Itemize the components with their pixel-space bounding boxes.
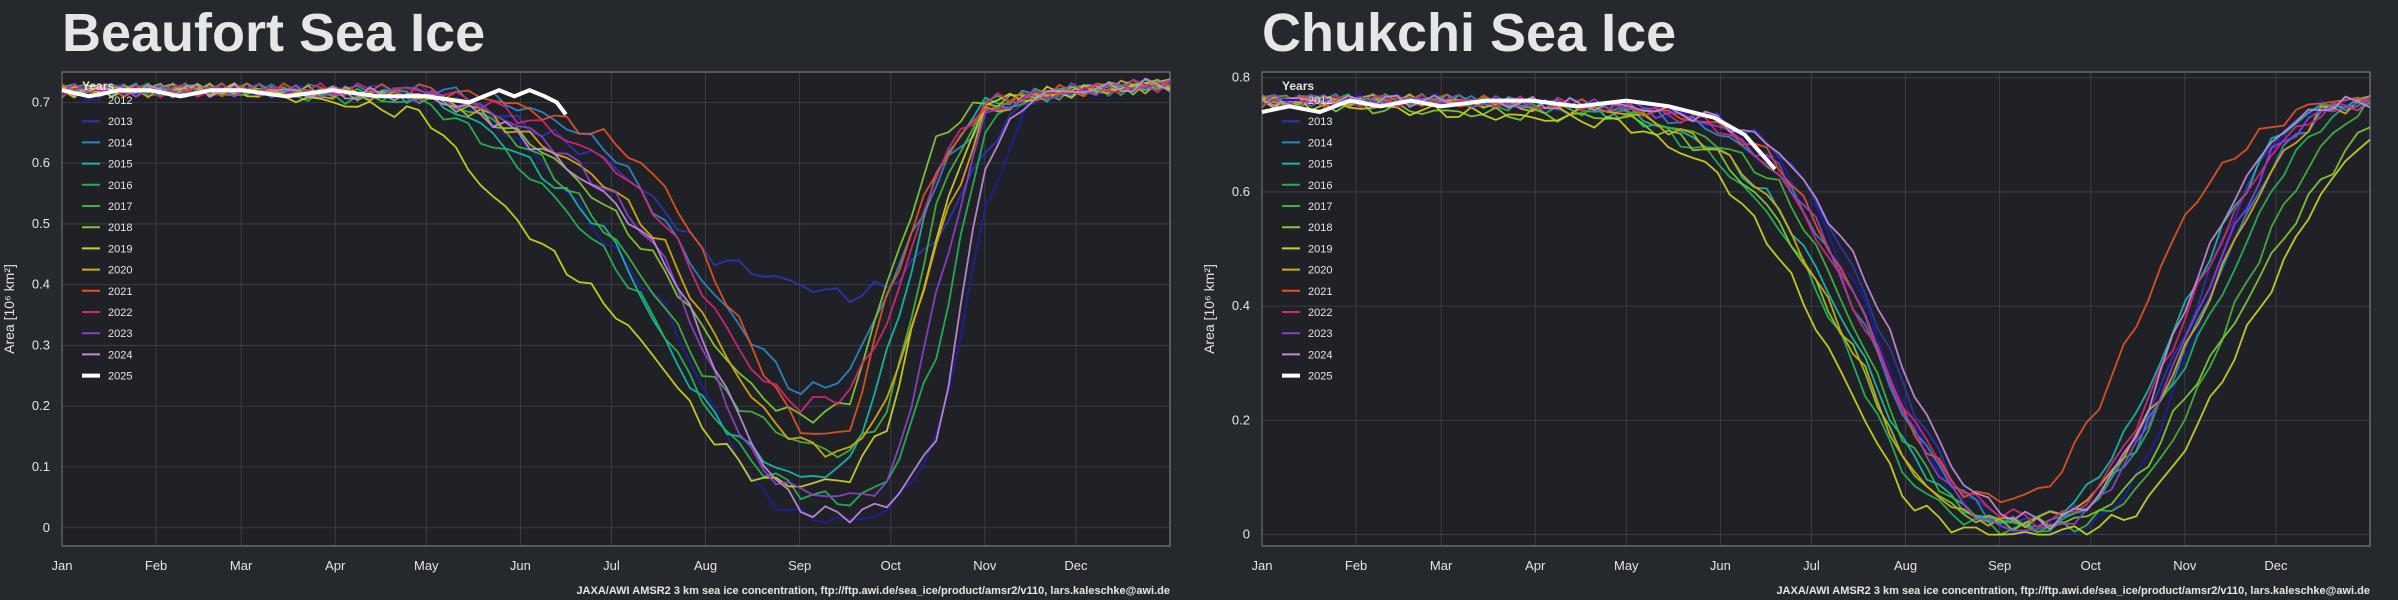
x-tick-label: Dec <box>1064 558 1088 573</box>
x-tick-label: Jul <box>603 558 620 573</box>
x-tick-label: Oct <box>881 558 902 573</box>
legend-label-2014: 2014 <box>108 137 132 149</box>
series-lines <box>61 77 1171 524</box>
series-line-2020 <box>1261 93 2371 529</box>
y-tick-label: 0.4 <box>32 277 50 292</box>
series-line-2019 <box>1261 97 2371 536</box>
x-tick-label: Oct <box>2081 558 2102 573</box>
charts: Beaufort Sea Ice Jan Feb Mar Apr May Jun Jul Aug… <box>1 3 2371 597</box>
legend-label-2025: 2025 <box>1308 371 1332 383</box>
chart-title: Chukchi Sea Ice <box>1262 3 1676 63</box>
legend-label-2024: 2024 <box>108 349 132 361</box>
legend: Years 2012 2013 2014 2015 2016 2017 2018 2019 202… <box>82 79 132 383</box>
source-note: JAXA/AWI AMSR2 3 km sea ice concentratio… <box>1776 585 2370 597</box>
legend-label-2019: 2019 <box>108 243 132 255</box>
y-tick-label: 0 <box>1243 527 1250 542</box>
legend-label-2017: 2017 <box>1308 201 1332 213</box>
y-tick-label: 0.7 <box>32 94 50 109</box>
chart-panel: Chukchi Sea Ice Jan Feb Mar Apr May Jun Jul Aug S… <box>1201 3 2371 597</box>
legend-label-2019: 2019 <box>1308 243 1332 255</box>
series-line-2022 <box>1261 94 2371 529</box>
x-tick-label: Apr <box>325 558 346 573</box>
y-axis-label: Area [10⁶ km²] <box>1201 264 1217 354</box>
legend-title: Years <box>1282 79 1314 93</box>
legend-label-2015: 2015 <box>108 159 132 171</box>
chart-title: Beaufort Sea Ice <box>62 3 485 63</box>
legend-label-2014: 2014 <box>1308 137 1332 149</box>
x-tick-label: Jul <box>1803 558 1820 573</box>
legend-title: Years <box>82 79 114 93</box>
x-tick-label: Jun <box>1710 558 1731 573</box>
legend-label-2018: 2018 <box>108 222 132 234</box>
legend-label-2013: 2013 <box>108 116 132 128</box>
series-lines <box>1261 92 2371 536</box>
legend-label-2021: 2021 <box>108 286 132 298</box>
x-tick-label: Jun <box>510 558 531 573</box>
y-axis-label: Area [10⁶ km²] <box>1 264 17 354</box>
series-line-2023 <box>1261 93 2371 532</box>
series-line-2021 <box>1261 93 2371 504</box>
x-tick-label: Feb <box>145 558 167 573</box>
legend-label-2025: 2025 <box>108 371 132 383</box>
series-line-2024 <box>1261 94 2371 531</box>
gridlines <box>1261 72 2370 546</box>
y-tick-label: 0.2 <box>32 398 50 413</box>
y-tick-label: 0.4 <box>1232 298 1250 313</box>
legend-label-2015: 2015 <box>1308 159 1332 171</box>
y-tick-label: 0.1 <box>32 459 50 474</box>
legend-label-2023: 2023 <box>108 328 132 340</box>
legend-label-2017: 2017 <box>108 201 132 213</box>
legend-label-2020: 2020 <box>1308 265 1332 277</box>
x-tick-label: Nov <box>2173 558 2197 573</box>
legend-label-2013: 2013 <box>1308 116 1332 128</box>
legend-label-2022: 2022 <box>1308 307 1332 319</box>
x-tick-label: Dec <box>2264 558 2288 573</box>
x-tick-label: Aug <box>694 558 717 573</box>
x-tick-label: Mar <box>230 558 253 573</box>
x-tick-label: Apr <box>1525 558 1546 573</box>
legend-label-2016: 2016 <box>108 180 132 192</box>
y-tick-label: 0.6 <box>1232 184 1250 199</box>
legend-label-2024: 2024 <box>1308 349 1332 361</box>
y-tick-label: 0 <box>43 520 50 535</box>
y-tick-label: 0.5 <box>32 216 50 231</box>
chart-panel: Beaufort Sea Ice Jan Feb Mar Apr May Jun Jul Aug… <box>1 3 1171 597</box>
legend-label-2012: 2012 <box>1308 95 1332 107</box>
source-note: JAXA/AWI AMSR2 3 km sea ice concentratio… <box>576 585 1170 597</box>
x-tick-label: Nov <box>973 558 997 573</box>
series-line-2021 <box>61 80 1171 435</box>
x-tick-label: May <box>414 558 439 573</box>
series-line-2025 <box>61 88 568 116</box>
series-line-2025 <box>1261 98 1777 171</box>
y-tick-label: 0.3 <box>32 337 50 352</box>
x-tick-label: Aug <box>1894 558 1917 573</box>
x-tick-label: Jan <box>1252 558 1273 573</box>
y-tick-label: 0.8 <box>1232 70 1250 85</box>
legend-label-2012: 2012 <box>108 95 132 107</box>
x-tick-label: Mar <box>1430 558 1453 573</box>
x-tick-label: Feb <box>1345 558 1367 573</box>
legend-label-2023: 2023 <box>1308 328 1332 340</box>
y-tick-label: 0.6 <box>32 155 50 170</box>
series-line-2023 <box>61 79 1171 498</box>
legend-label-2016: 2016 <box>1308 180 1332 192</box>
legend-label-2018: 2018 <box>1308 222 1332 234</box>
legend-label-2021: 2021 <box>1308 286 1332 298</box>
legend-label-2020: 2020 <box>108 265 132 277</box>
x-tick-label: Jan <box>52 558 73 573</box>
x-tick-label: Sep <box>788 558 811 573</box>
legend: Years 2012 2013 2014 2015 2016 2017 2018 2019 202… <box>1282 79 1332 383</box>
x-tick-label: Sep <box>1988 558 2011 573</box>
legend-label-2022: 2022 <box>108 307 132 319</box>
x-tick-label: May <box>1614 558 1639 573</box>
y-tick-label: 0.2 <box>1232 412 1250 427</box>
plot-area <box>61 71 1171 547</box>
